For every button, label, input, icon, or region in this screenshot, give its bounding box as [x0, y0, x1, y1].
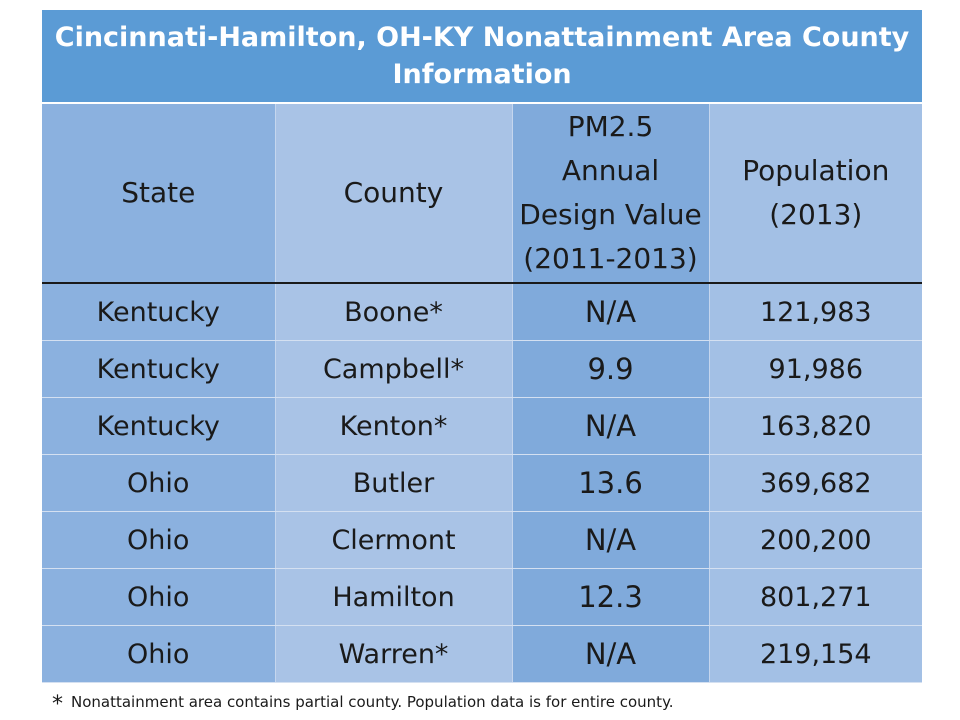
- cell-population: 91,986: [709, 340, 923, 398]
- cell-county: Clermont: [275, 511, 513, 569]
- cell-population: 200,200: [709, 511, 923, 569]
- header-pm25-design-value: PM2.5 Annual Design Value (2011-2013): [512, 103, 710, 284]
- cell-pm25: N/A: [512, 511, 710, 569]
- header-county: County: [275, 103, 513, 284]
- header-state: State: [42, 103, 276, 284]
- table-title-row: Cincinnati-Hamilton, OH-KY Nonattainment…: [42, 10, 923, 104]
- cell-pm25: N/A: [512, 625, 710, 683]
- cell-state: Ohio: [42, 568, 276, 626]
- footnote: * Nonattainment area contains partial cou…: [52, 688, 674, 717]
- cell-county: Hamilton: [275, 568, 513, 626]
- cell-state: Ohio: [42, 511, 276, 569]
- table-row: Kentucky Kenton* N/A 163,820: [42, 397, 923, 455]
- table-row: Ohio Hamilton 12.3 801,271: [42, 568, 923, 626]
- cell-pm25: N/A: [512, 283, 710, 341]
- cell-population: 369,682: [709, 454, 923, 512]
- cell-state: Kentucky: [42, 397, 276, 455]
- table-row: Ohio Clermont N/A 200,200: [42, 511, 923, 569]
- header-pop-line1: Population: [742, 154, 890, 187]
- cell-pm25: 12.3: [512, 568, 710, 626]
- table-header-row: State County PM2.5 Annual Design Value (…: [42, 103, 923, 284]
- header-population: Population (2013): [709, 103, 923, 284]
- cell-population: 121,983: [709, 283, 923, 341]
- cell-pm25: 9.9: [512, 340, 710, 398]
- cell-state: Kentucky: [42, 340, 276, 398]
- header-pm-line3: Design Value: [519, 198, 702, 231]
- cell-county: Kenton*: [275, 397, 513, 455]
- county-info-table: Cincinnati-Hamilton, OH-KY Nonattainment…: [42, 10, 923, 683]
- cell-population: 801,271: [709, 568, 923, 626]
- table-row: Ohio Butler 13.6 369,682: [42, 454, 923, 512]
- cell-county: Campbell*: [275, 340, 513, 398]
- cell-state: Kentucky: [42, 283, 276, 341]
- header-pm-line4: (2011-2013): [523, 242, 698, 275]
- cell-county: Warren*: [275, 625, 513, 683]
- header-pm-line1: PM2.5: [567, 110, 654, 143]
- table-row: Ohio Warren* N/A 219,154: [42, 625, 923, 683]
- cell-county: Butler: [275, 454, 513, 512]
- cell-pm25: N/A: [512, 397, 710, 455]
- header-pop-line2: (2013): [769, 198, 863, 231]
- cell-pm25: 13.6: [512, 454, 710, 512]
- cell-state: Ohio: [42, 625, 276, 683]
- table-row: Kentucky Campbell* 9.9 91,986: [42, 340, 923, 398]
- table-title: Cincinnati-Hamilton, OH-KY Nonattainment…: [42, 10, 923, 104]
- cell-state: Ohio: [42, 454, 276, 512]
- cell-population: 219,154: [709, 625, 923, 683]
- cell-population: 163,820: [709, 397, 923, 455]
- footnote-asterisk: *: [52, 692, 63, 717]
- footnote-text: Nonattainment area contains partial coun…: [71, 693, 674, 711]
- table-row: Kentucky Boone* N/A 121,983: [42, 283, 923, 341]
- cell-county: Boone*: [275, 283, 513, 341]
- header-pm-line2: Annual: [561, 154, 660, 187]
